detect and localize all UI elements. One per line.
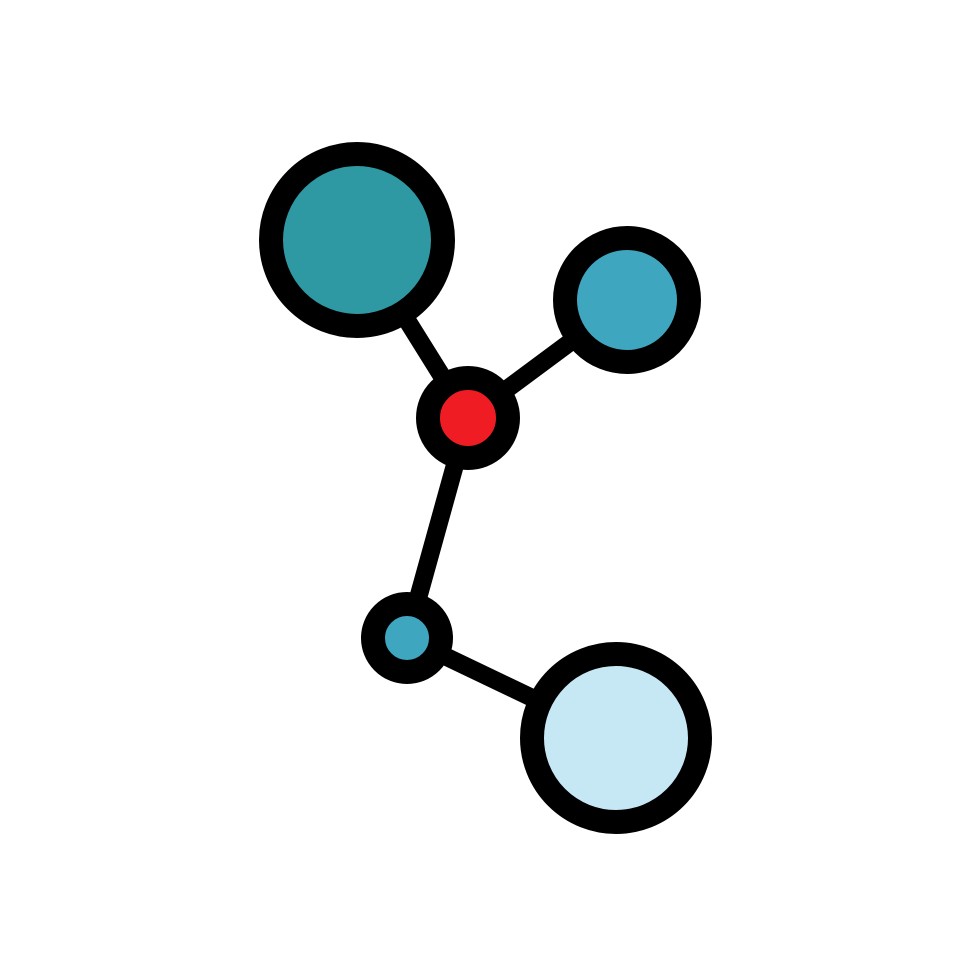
node-center: [428, 378, 508, 458]
node-lower-left: [373, 604, 441, 672]
node-bottom-right: [532, 654, 700, 822]
molecule-diagram: [0, 0, 980, 980]
node-top-right: [565, 238, 689, 362]
nodes-group: [271, 154, 700, 822]
node-top-left: [271, 154, 443, 326]
